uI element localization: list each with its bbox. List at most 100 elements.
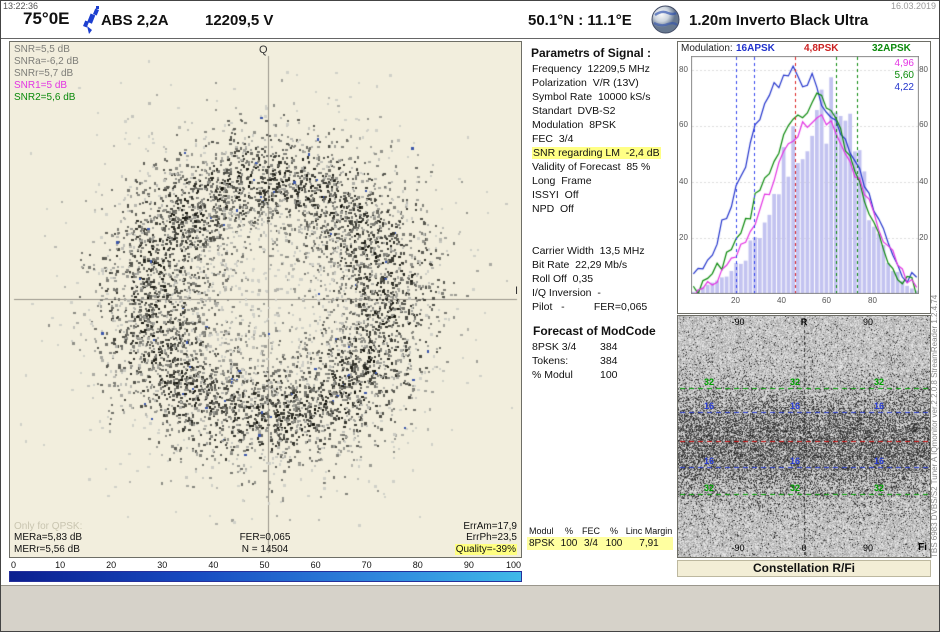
scale-tick-label: 10 [55,560,66,570]
scale-tick-label: 60 [310,560,321,570]
histogram-canvas[interactable] [691,56,919,294]
mer-readouts: Only for QPSK: MERa=5,83 dB MERr=5,56 dB [14,521,82,556]
signal-param-row: Frequency 12209,5 MHz [532,63,650,75]
signal-param-row: NPD Off [532,203,574,215]
waterfall-bottom-axis-label: 0 [801,543,807,553]
signal-param-row: Roll Off 0,35 [532,273,594,285]
scale-tick-label: 90 [463,560,474,570]
scale-tick-label: 80 [412,560,423,570]
modcode-cell: 100 [560,538,578,549]
waterfall-level-label: 16 [704,456,715,466]
modcode-header-cell: Modul [529,526,554,536]
scale-tick-label: 100 [505,560,521,570]
modcode-forecast-row: Tokens: 384 [532,355,675,369]
modcode-header-cell: % [564,526,573,536]
histogram-y-tick: 80 [679,65,688,74]
waterfall-bottom-axis-label: -90 [731,543,745,553]
satellite-name: ABS 2,2A [101,12,169,29]
waterfall-level-label: 32 [790,377,801,387]
error-readouts: ErrAm=17,9 ErrPh=23,5 Quality=-39% [454,521,517,555]
signal-param-row: Symbol Rate 10000 kS/s [532,91,651,103]
satellite-icon [83,6,100,39]
quality-scale-bar [9,571,522,582]
app-version-sidebar: TBS 6983 DVBS/S2 Tuner A IQmonitor ver.2… [930,41,940,558]
signal-param-row: I/Q Inversion - [532,287,601,299]
waterfall-level-label: 32 [874,377,885,387]
histogram-y-tick: 20 [679,233,688,242]
histogram-y-tick: 20 [919,233,928,242]
signal-param-row: Polarization V/R (13V) [532,77,639,89]
forecast-value: 384 [600,355,618,367]
fer-readout: N = 14504 [241,543,289,555]
histogram-side-value: 4,22 [894,82,914,93]
forecast-label: 8PSK 3/4 [532,341,577,353]
waterfall-top-axis-label: 90 [862,317,874,327]
modcode-forecast-title: Forecast of ModCode [533,324,656,338]
signal-param-row: Validity of Forecast 85 % [532,161,651,173]
histogram-x-tick: 60 [822,296,831,305]
signal-param-row: ISSYI Off [532,189,579,201]
forecast-label: Tokens: [532,355,569,367]
fer-readouts: FER=0,065 N = 14504 [200,532,330,555]
signal-param-row [532,231,675,245]
modcode-forecast-list: 8PSK 3/4 384 Tokens: 384 % Modul 100 [532,341,675,383]
fer-readout: FER=0,065 [239,532,291,543]
app-version-text: TBS 6983 DVBS/S2 Tuner A IQmonitor ver.2… [930,294,939,558]
signal-param-row: Long Frame [532,175,592,187]
histogram-legend-label: 32APSK [872,43,911,54]
antenna-description: 1.20m Inverto Black Ultra [689,12,869,29]
histogram-x-tick: 20 [731,296,740,305]
histogram-legend-label: 16APSK [736,43,775,54]
scale-tick-label: 40 [208,560,219,570]
highlighted-param: SNR regarding LM -2,4 dB [532,147,661,159]
waterfall-level-label: 16 [874,401,885,411]
signal-param-row: Modulation 8PSK [532,119,617,131]
axis-i-label: I [514,285,518,297]
error-readout: ErrPh=23,5 [466,532,517,543]
waterfall-fi-label: Fi [918,542,927,553]
signal-params-panel: Parametrs of Signal : Frequency 12209,5 … [525,41,675,582]
histogram-legend-label: 4,8PSK [804,43,839,54]
scale-tick-label: 20 [106,560,117,570]
waterfall-level-label: 32 [790,483,801,493]
histogram-y-tick: 60 [919,120,928,129]
waterfall-caption: Constellation R/Fi [677,560,931,577]
footer-area [1,585,939,631]
histogram-x-tick: 80 [868,296,877,305]
modcode-forecast-row: % Modul 100 [532,369,675,383]
waterfall-level-label: 32 [704,377,715,387]
histogram-y-tick: 80 [919,65,928,74]
quality-scale: 0 10 20 30 40 50 60 70 80 90 100 [9,560,522,583]
modulation-title: Modulation: [681,43,733,54]
waterfall-canvas[interactable] [678,316,930,557]
snr-readout: SNRr=5,7 dB [14,68,74,79]
signal-param-row: Standart DVB-S2 [532,105,616,117]
signal-param-row: SNR regarding LM -2,4 dB [532,147,675,161]
clock-readout: 13:22:36 [3,1,39,11]
modcode-forecast-row: 8PSK 3/4 384 [532,341,675,355]
header-bar: 13:22:36 16.03.2019 75°0E ABS 2,2A 12209… [1,1,939,39]
quality-scale-ticks: 0 10 20 30 40 50 60 70 80 90 100 [9,560,522,571]
scale-tick-label: 0 [11,560,17,570]
histogram-y-tick: 60 [679,120,688,129]
histogram-y-tick: 40 [679,177,688,186]
histogram-y-tick: 40 [919,177,928,186]
signal-param-row: Bit Rate 22,29 Mb/s [532,259,628,271]
waterfall-top-axis-label: R [800,317,808,327]
globe-icon [651,5,680,39]
axis-q-label: Q [259,44,268,56]
signal-param-row [532,217,675,231]
modcode-cell: 3/4 [584,538,598,549]
constellation-rfi-panel: -90 R 90 -90 0 90 Fi 32 32 32 16 16 16 16 16 16 32 32 32 [677,315,931,558]
snr-readout: SNR=5,5 dB [14,44,70,55]
forecast-value: 100 [600,369,618,381]
qpsk-note: Only for QPSK: [14,520,83,532]
waterfall-level-label: 16 [874,456,885,466]
histogram-side-value: 5,60 [894,70,914,81]
signal-params-title: Parametrs of Signal : [531,46,652,60]
modcode-header-cell: % [609,526,618,536]
signal-param-row: FEC 3/4 [532,133,574,145]
constellation-canvas[interactable] [10,42,521,557]
waterfall-level-label: 32 [704,483,715,493]
snr-readouts: SNR=5,5 dB SNRa=-6,2 dB SNRr=5,7 dB SNR1=5 … [14,44,79,104]
